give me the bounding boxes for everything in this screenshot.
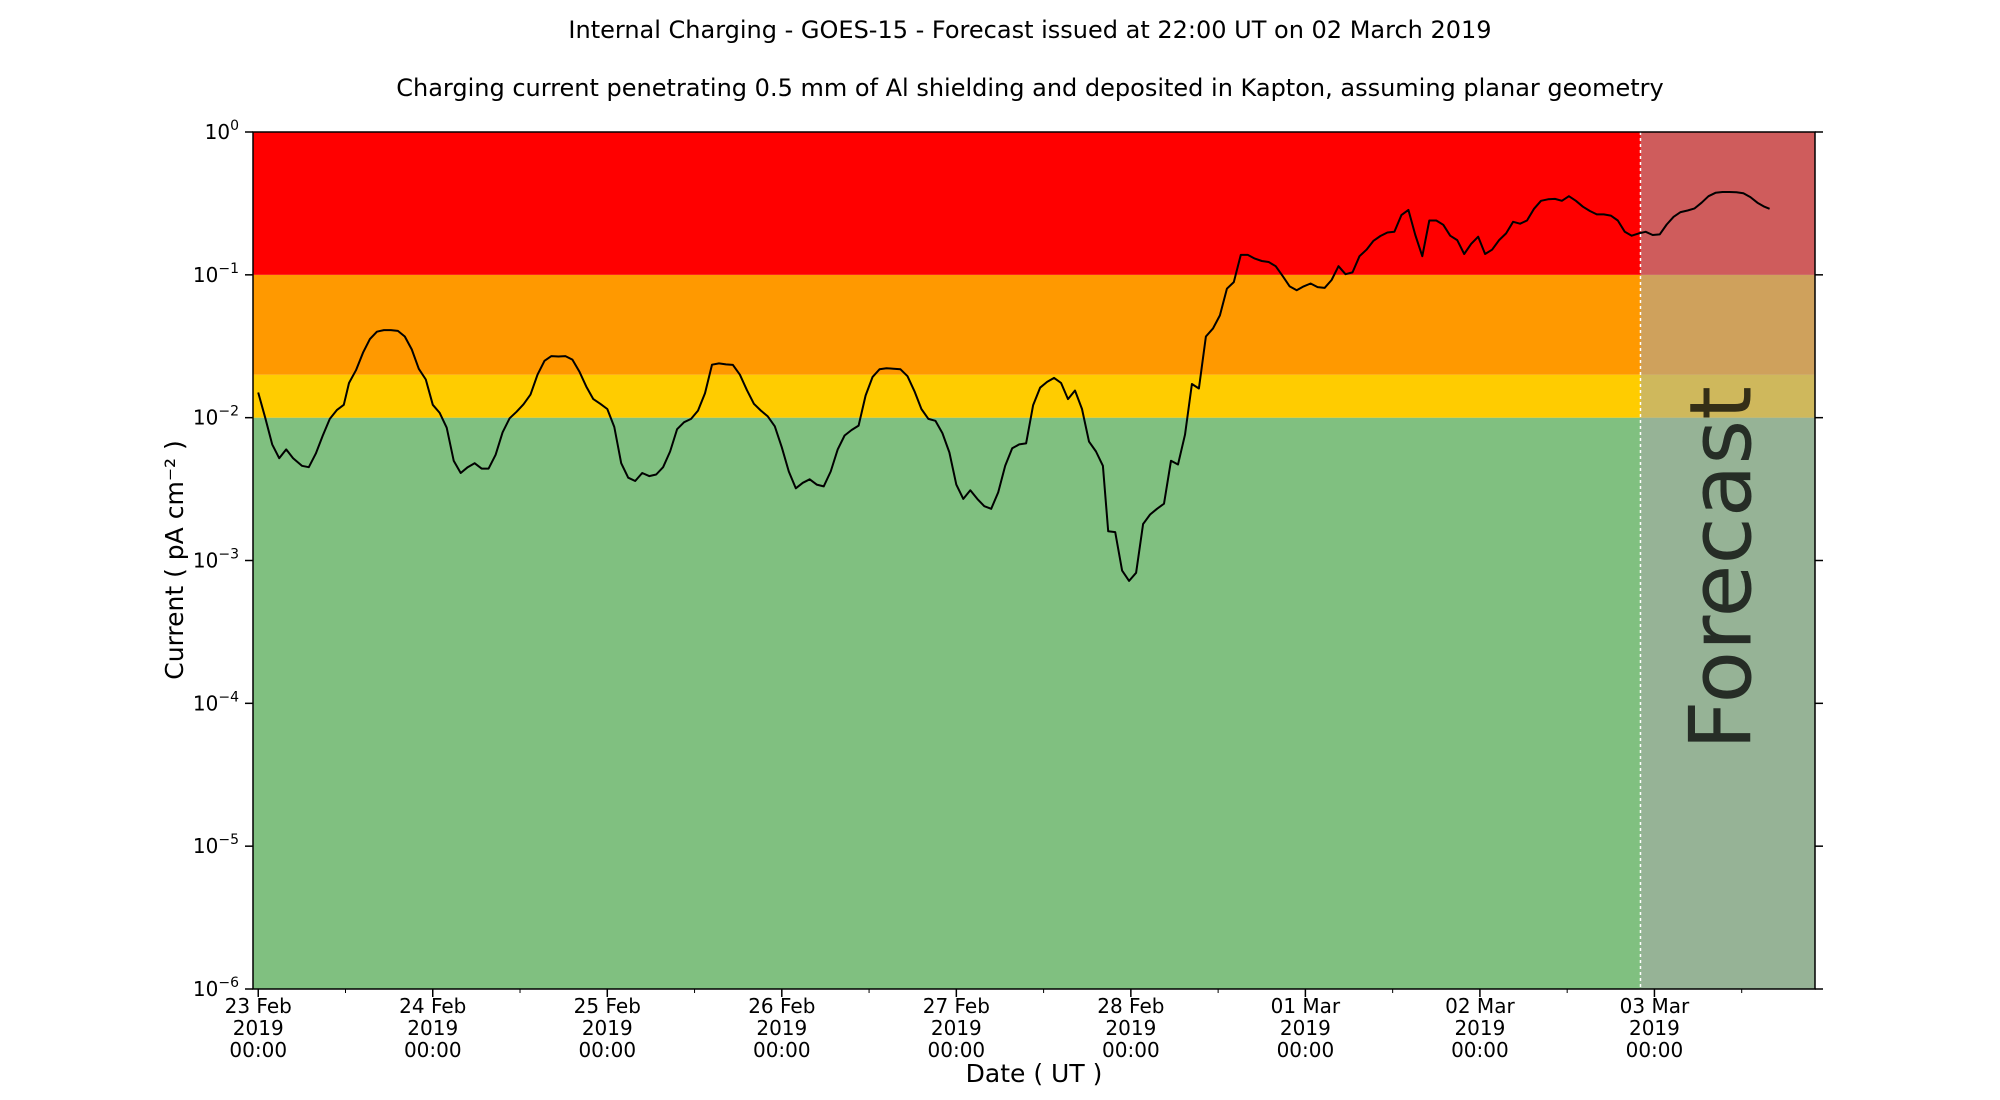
x-tick-label-4: 27 Feb 2019 00:00 bbox=[923, 994, 990, 1062]
forecast-region: Forecast bbox=[1639, 132, 1815, 989]
chart-title: Internal Charging - GOES-15 - Forecast i… bbox=[568, 16, 1491, 44]
y-tick-label-5: 10−5 bbox=[193, 832, 239, 858]
band-3 bbox=[253, 132, 1815, 275]
y-tick-label-4: 10−4 bbox=[193, 689, 239, 715]
x-axis-label: Date ( UT ) bbox=[966, 1059, 1103, 1088]
x-tick-label-8: 03 Mar 2019 00:00 bbox=[1620, 994, 1690, 1062]
band-2 bbox=[253, 274, 1815, 375]
chart-subtitle: Charging current penetrating 0.5 mm of A… bbox=[396, 74, 1664, 102]
y-tick-label-3: 10−3 bbox=[193, 547, 239, 573]
y-tick-label-1: 10−1 bbox=[193, 261, 239, 287]
x-tick-label-0: 23 Feb 2019 00:00 bbox=[225, 994, 292, 1062]
x-tick-label-5: 28 Feb 2019 00:00 bbox=[1097, 994, 1164, 1062]
y-axis: 100 10−1 10−2 10−3 10−4 10−5 10−6 bbox=[193, 118, 1823, 1001]
band-0 bbox=[253, 417, 1815, 990]
x-tick-label-2: 25 Feb 2019 00:00 bbox=[574, 994, 641, 1062]
risk-bands bbox=[253, 132, 1815, 990]
series-layer bbox=[257, 191, 1770, 582]
series-line-0 bbox=[257, 191, 1770, 582]
x-axis: 23 Feb 2019 00:00 24 Feb 2019 00:00 25 Feb 2019… bbox=[225, 989, 1743, 1062]
y-tick-label-6: 10−6 bbox=[193, 975, 239, 1001]
x-tick-label-1: 24 Feb 2019 00:00 bbox=[399, 994, 466, 1062]
band-1 bbox=[253, 374, 1815, 418]
y-tick-label-2: 10−2 bbox=[193, 404, 239, 430]
x-tick-label-7: 02 Mar 2019 00:00 bbox=[1445, 994, 1515, 1062]
forecast-label: Forecast bbox=[1671, 386, 1771, 750]
y-axis-label: Current ( pA cm⁻² ) bbox=[160, 440, 189, 679]
y-tick-label-0: 100 bbox=[205, 118, 239, 144]
forecast-shade bbox=[1640, 132, 1815, 989]
x-tick-label-6: 01 Mar 2019 00:00 bbox=[1271, 994, 1341, 1062]
x-tick-label-3: 26 Feb 2019 00:00 bbox=[748, 994, 815, 1062]
